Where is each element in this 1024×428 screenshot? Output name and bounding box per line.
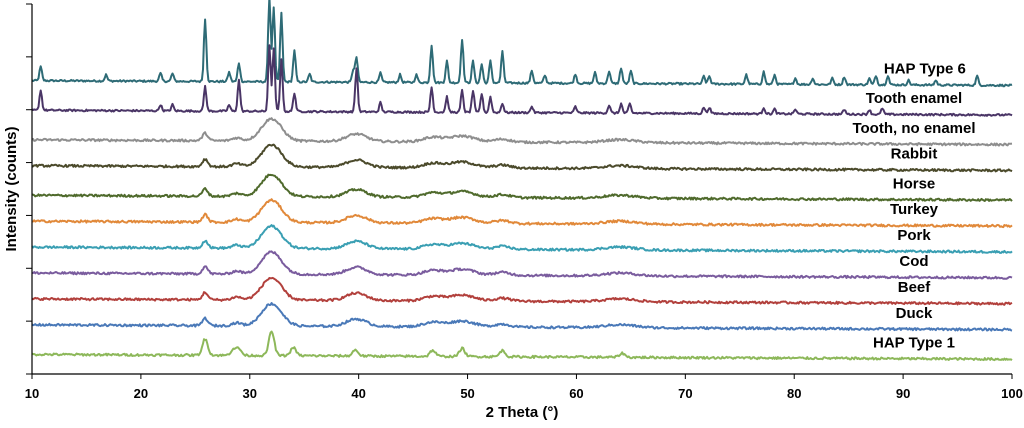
series-line-duck <box>31 302 1013 332</box>
series-label: Tooth enamel <box>866 90 962 107</box>
x-tick-label: 100 <box>1001 386 1023 401</box>
series-label: Rabbit <box>891 146 938 163</box>
x-tick-label: 50 <box>460 386 474 401</box>
series-line-horse <box>31 173 1013 202</box>
series-label: Duck <box>896 305 933 322</box>
x-axis-ticks: 10 20 30 40 50 60 70 80 90 100 <box>25 374 1023 401</box>
series-line-rabbit <box>31 143 1013 173</box>
series-label: HAP Type 1 <box>873 334 955 351</box>
series-line-pork <box>31 224 1013 254</box>
series-label-layer: HAP Type 6 Tooth enamel Tooth, no enamel Ra… <box>852 61 975 352</box>
series-label: Horse <box>893 175 936 192</box>
y-axis-title: Intensity (counts) <box>3 126 20 251</box>
series-line-beef <box>31 276 1013 306</box>
series-line-cod <box>31 250 1013 280</box>
x-tick-label: 80 <box>787 386 801 401</box>
x-tick-label: 60 <box>569 386 583 401</box>
x-tick-label: 30 <box>243 386 257 401</box>
series-label: Beef <box>898 279 932 296</box>
series-layer <box>31 0 1013 362</box>
x-tick-label: 70 <box>678 386 692 401</box>
x-tick-label: 40 <box>351 386 365 401</box>
series-line-tooth-no-enamel <box>31 117 1013 147</box>
series-line-tooth-enamel <box>31 44 1013 117</box>
series-label: Pork <box>897 227 931 244</box>
series-line-turkey <box>32 198 1013 229</box>
series-line-hap-type-1 <box>31 330 1013 362</box>
x-tick-label: 90 <box>896 386 910 401</box>
x-tick-label: 20 <box>134 386 148 401</box>
x-axis-title: 2 Theta (°) <box>486 404 559 421</box>
y-axis-ticks <box>26 3 32 375</box>
series-label: Turkey <box>890 201 939 218</box>
series-line-hap-type-6 <box>31 0 1013 88</box>
series-label: HAP Type 6 <box>884 61 966 78</box>
series-label: Tooth, no enamel <box>852 120 975 137</box>
series-label: Cod <box>899 253 928 270</box>
x-tick-label: 10 <box>25 386 39 401</box>
